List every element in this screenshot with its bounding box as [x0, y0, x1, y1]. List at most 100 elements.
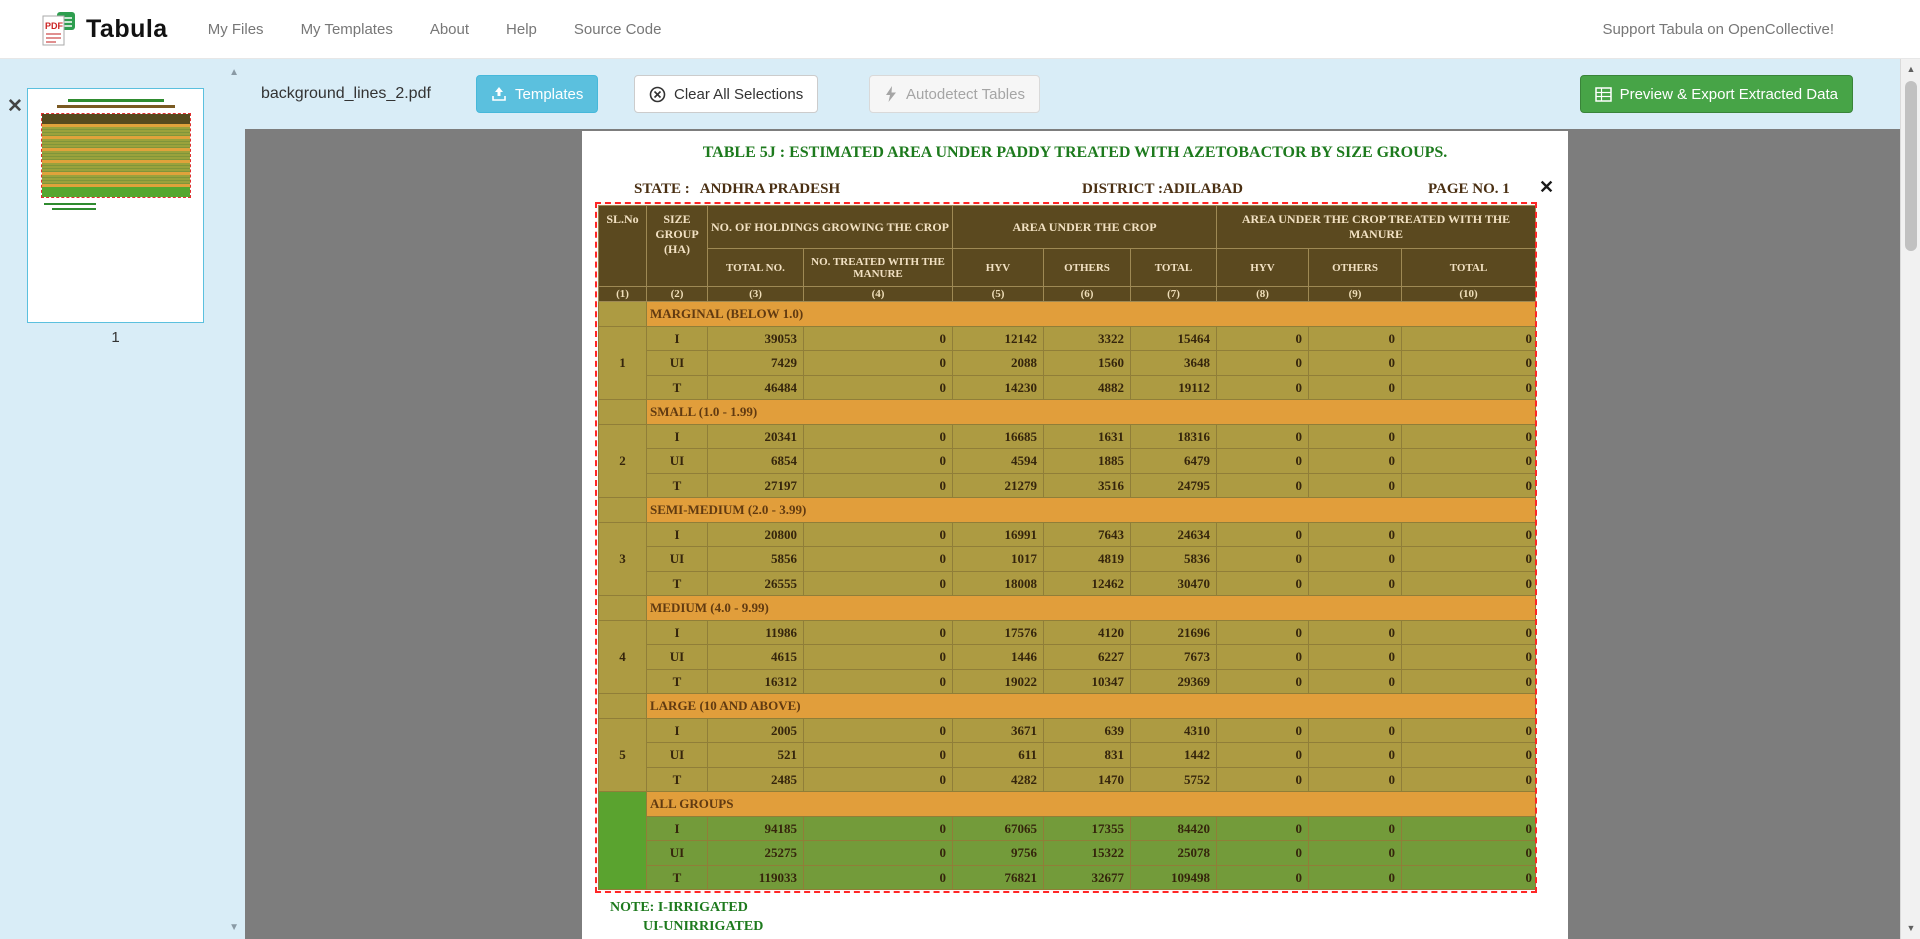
note-irrigated: NOTE: I-IRRIGATED [610, 900, 748, 915]
table-cell: 0 [1401, 766, 1537, 792]
clear-button-label: Clear All Selections [674, 85, 804, 103]
pdf-page[interactable]: TABLE 5J : ESTIMATED AREA UNDER PADDY TR… [582, 131, 1568, 939]
table-cell: 0 [1216, 668, 1310, 694]
templates-button[interactable]: Templates [476, 75, 599, 113]
sidebar-scroll-down-icon[interactable]: ▼ [229, 922, 239, 933]
sl-cell: 5 [598, 717, 647, 792]
table-cell: 0 [1308, 619, 1403, 645]
table-cell: 0 [1216, 815, 1310, 841]
table-cell: UI [646, 546, 708, 572]
table-cell: 1442 [1129, 742, 1218, 768]
table-cell: 0 [1216, 448, 1310, 474]
nav-item-source-code[interactable]: Source Code [573, 20, 662, 38]
nav-item-my-templates[interactable]: My Templates [300, 20, 393, 38]
table-row: T 119033 0 76821 32677 109498 0 0 0 [599, 864, 1537, 890]
table-cell: 0 [1216, 717, 1310, 743]
table-cell: 0 [1401, 570, 1537, 596]
table-cell: 0 [1216, 766, 1310, 792]
table-cell: 1470 [1043, 766, 1131, 792]
col-number: (4) [803, 286, 953, 302]
table-cell: 639 [1043, 717, 1131, 743]
table-cell: 46484 [707, 374, 804, 400]
col-numbers-row: (1) (2) (3) (4) (5) (6) (7) (8) (9) (10) [598, 286, 1537, 302]
page-thumbnail-sidebar: ✕ 1 ▲ ▼ [0, 59, 245, 939]
pdf-table-body: MARGINAL (BELOW 1.0) 1 I 39053 0 12142 3322 154… [598, 301, 1537, 890]
table-row: UI 5856 0 1017 4819 5836 0 0 0 [599, 546, 1537, 572]
table-cell: 0 [1401, 423, 1537, 449]
header-slno: SL.No [598, 205, 647, 287]
table-cell: 0 [1308, 374, 1403, 400]
pdf-data-table: SL.No SIZE GROUP (HA) NO. OF HOLDINGS GR… [598, 205, 1537, 890]
page-thumbnail[interactable] [27, 88, 204, 323]
col-number: (7) [1129, 286, 1218, 302]
autodetect-tables-button[interactable]: Autodetect Tables [869, 75, 1040, 113]
navbar: PDF Tabula My Files My Templates About H… [0, 0, 1920, 59]
table-cell: 0 [803, 864, 953, 890]
table-cell: 15322 [1043, 840, 1131, 866]
col-number: (8) [1216, 286, 1310, 302]
table-cell: 20341 [707, 423, 804, 449]
current-filename: background_lines_2.pdf [261, 85, 431, 102]
table-cell: 0 [1308, 668, 1403, 694]
table-cell: 4819 [1043, 546, 1131, 572]
remove-page-icon[interactable]: ✕ [7, 96, 23, 117]
table-cell: 6479 [1129, 448, 1218, 474]
subheader: TOTAL NO. [707, 248, 804, 287]
table-cell: 17355 [1043, 815, 1131, 841]
clear-circle-x-icon [649, 86, 666, 102]
nav-item-about[interactable]: About [429, 20, 470, 38]
table-cell: 0 [1216, 840, 1310, 866]
table-cell: 0 [1216, 325, 1310, 351]
vertical-scrollbar[interactable]: ▲ ▼ [1900, 59, 1920, 939]
pdf-meta-row: STATE : ANDHRA PRADESH DISTRICT :ADILABAD… [582, 181, 1568, 199]
sl-cell [598, 693, 647, 719]
table-row: 4 I 11986 0 17576 4120 21696 0 0 0 [598, 619, 1537, 694]
table-cell: 0 [803, 668, 953, 694]
table-cell: 2005 [707, 717, 804, 743]
subheader: HYV [1216, 248, 1310, 287]
scroll-down-icon[interactable]: ▼ [1906, 923, 1916, 933]
nav-item-my-files[interactable]: My Files [207, 20, 264, 38]
table-cell: 4120 [1043, 619, 1131, 645]
scroll-up-icon[interactable]: ▲ [1906, 64, 1916, 74]
table-cell: 0 [1401, 864, 1537, 890]
col-number: (3) [707, 286, 804, 302]
table-cell: 0 [1308, 350, 1403, 376]
nav-item-help[interactable]: Help [506, 20, 537, 38]
table-cell: 611 [952, 742, 1044, 768]
table-cell: UI [646, 350, 708, 376]
table-cell: 0 [1308, 644, 1403, 670]
preview-export-button[interactable]: Preview & Export Extracted Data [1579, 75, 1853, 113]
table-cell: 0 [1401, 350, 1537, 376]
table-selection-overlay[interactable] [595, 202, 1537, 893]
table-cell: 0 [1216, 546, 1310, 572]
clear-all-selections-button[interactable]: Clear All Selections [634, 75, 819, 113]
table-cell: 0 [1216, 619, 1310, 645]
table-row: 5 I 2005 0 3671 639 4310 0 0 0 [598, 717, 1537, 792]
table-cell: 0 [1401, 668, 1537, 694]
table-cell: 0 [1216, 472, 1310, 498]
header-area: AREA UNDER THE CROP [951, 205, 1218, 249]
table-cell: 5836 [1129, 546, 1218, 572]
table-cell: T [646, 570, 708, 596]
support-opencollective-link[interactable]: Support Tabula on OpenCollective! [1602, 20, 1834, 38]
templates-button-label: Templates [515, 85, 584, 103]
table-cell: 0 [803, 815, 953, 841]
col-number: (1) [598, 286, 647, 302]
delete-selection-icon[interactable]: ✕ [1539, 177, 1555, 197]
scrollbar-thumb[interactable] [1905, 81, 1917, 251]
table-cell: I [646, 423, 708, 449]
subheader: OTHERS [1043, 248, 1131, 287]
export-button-label: Preview & Export Extracted Data [1619, 85, 1838, 103]
table-cell: 20800 [707, 521, 804, 547]
sidebar-scroll-up-icon[interactable]: ▲ [229, 67, 239, 78]
table-cell: 0 [803, 374, 953, 400]
sl-cell: 1 [598, 325, 647, 400]
table-cell: 14230 [952, 374, 1044, 400]
table-cell: T [646, 766, 708, 792]
table-cell: 4594 [952, 448, 1044, 474]
table-cell: 0 [803, 325, 953, 351]
table-cell: 0 [1308, 570, 1403, 596]
table-cell: T [646, 668, 708, 694]
table-cell: 0 [803, 448, 953, 474]
